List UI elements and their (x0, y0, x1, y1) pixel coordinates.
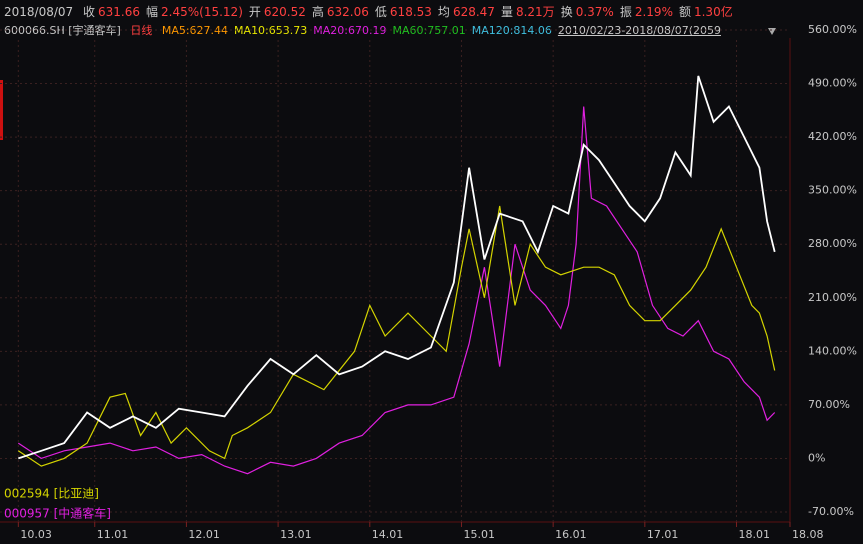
y-tick-label: 210.00% (808, 291, 857, 304)
legend-label: 002594 [比亚迪] (4, 487, 99, 501)
x-tick-label: 11.01 (97, 528, 129, 541)
quote-label: 高 (311, 5, 324, 19)
date-range: 2010/02/23-2018/08/07(2059 (557, 24, 721, 37)
series-line (18, 75, 776, 460)
quote-label: 幅 (146, 5, 159, 19)
quote-label: 均 (437, 5, 450, 19)
quote-value: 628.47 (452, 5, 495, 19)
quote-value: 2.45%(15.12) (161, 5, 243, 19)
x-tick-label: 15.01 (463, 528, 495, 541)
y-tick-label: 280.00% (808, 237, 857, 250)
x-tick-label: 17.01 (647, 528, 679, 541)
ma-value: MA5:627.44 (161, 24, 229, 37)
quote-date: 2018/08/07 (4, 5, 74, 19)
quote-label: 开 (248, 5, 261, 19)
series-line (17, 205, 776, 467)
quote-value: 8.21万 (515, 5, 555, 19)
quote-value: 631.66 (98, 5, 141, 19)
quote-bar: 2018/08/07 收 631.66 幅 2.45%(15.12) 开 620.52 高 6… (4, 3, 739, 20)
y-tick-label: 0% (808, 451, 825, 464)
x-tick-label: 10.03 (20, 528, 51, 541)
quote-label: 额 (678, 5, 691, 19)
x-tick-label: 13.01 (280, 528, 312, 541)
y-tick-label: 560.00% (808, 23, 857, 36)
quote-label: 振 (619, 5, 632, 19)
x-tick-label: 14.01 (372, 528, 404, 541)
y-tick-label: 70.00% (808, 398, 850, 411)
quote-value: 0.37% (575, 5, 614, 19)
y-tick-label: 140.00% (808, 344, 857, 357)
dropdown[interactable] (768, 28, 776, 35)
y-tick-label: 420.00% (808, 130, 857, 143)
side-marker (0, 80, 3, 140)
quote-label: 量 (500, 5, 513, 19)
symbol: 600066.SH [宇通客车] (4, 24, 121, 37)
ma-value: MA20:670.19 (313, 24, 387, 37)
quote-value: 2.19% (634, 5, 673, 19)
quote-label: 收 (83, 5, 96, 19)
quote-value: 618.53 (389, 5, 432, 19)
x-tick-label: 12.01 (188, 528, 220, 541)
x-tick-label: 18.08 (792, 528, 824, 541)
series-line (17, 106, 776, 475)
quote-label: 低 (374, 5, 387, 19)
y-tick-label: 490.00% (808, 77, 857, 90)
legend-label: 000957 [中通客车] (4, 506, 111, 521)
indicator-bar: 600066.SH [宇通客车] 日线 MA5:627.44 MA10:653.7… (4, 22, 727, 38)
quote-value: 1.30亿 (693, 5, 733, 19)
y-tick-label: 350.00% (808, 184, 857, 197)
y-tick-label: -70.00% (808, 505, 854, 518)
ma-value: MA60:757.01 (392, 24, 466, 37)
x-tick-label: 16.01 (555, 528, 587, 541)
quote-value: 632.06 (326, 5, 369, 19)
x-tick-label: 18.01 (739, 528, 771, 541)
quote-label: 换 (560, 5, 573, 19)
quote-value: 620.52 (263, 5, 306, 19)
